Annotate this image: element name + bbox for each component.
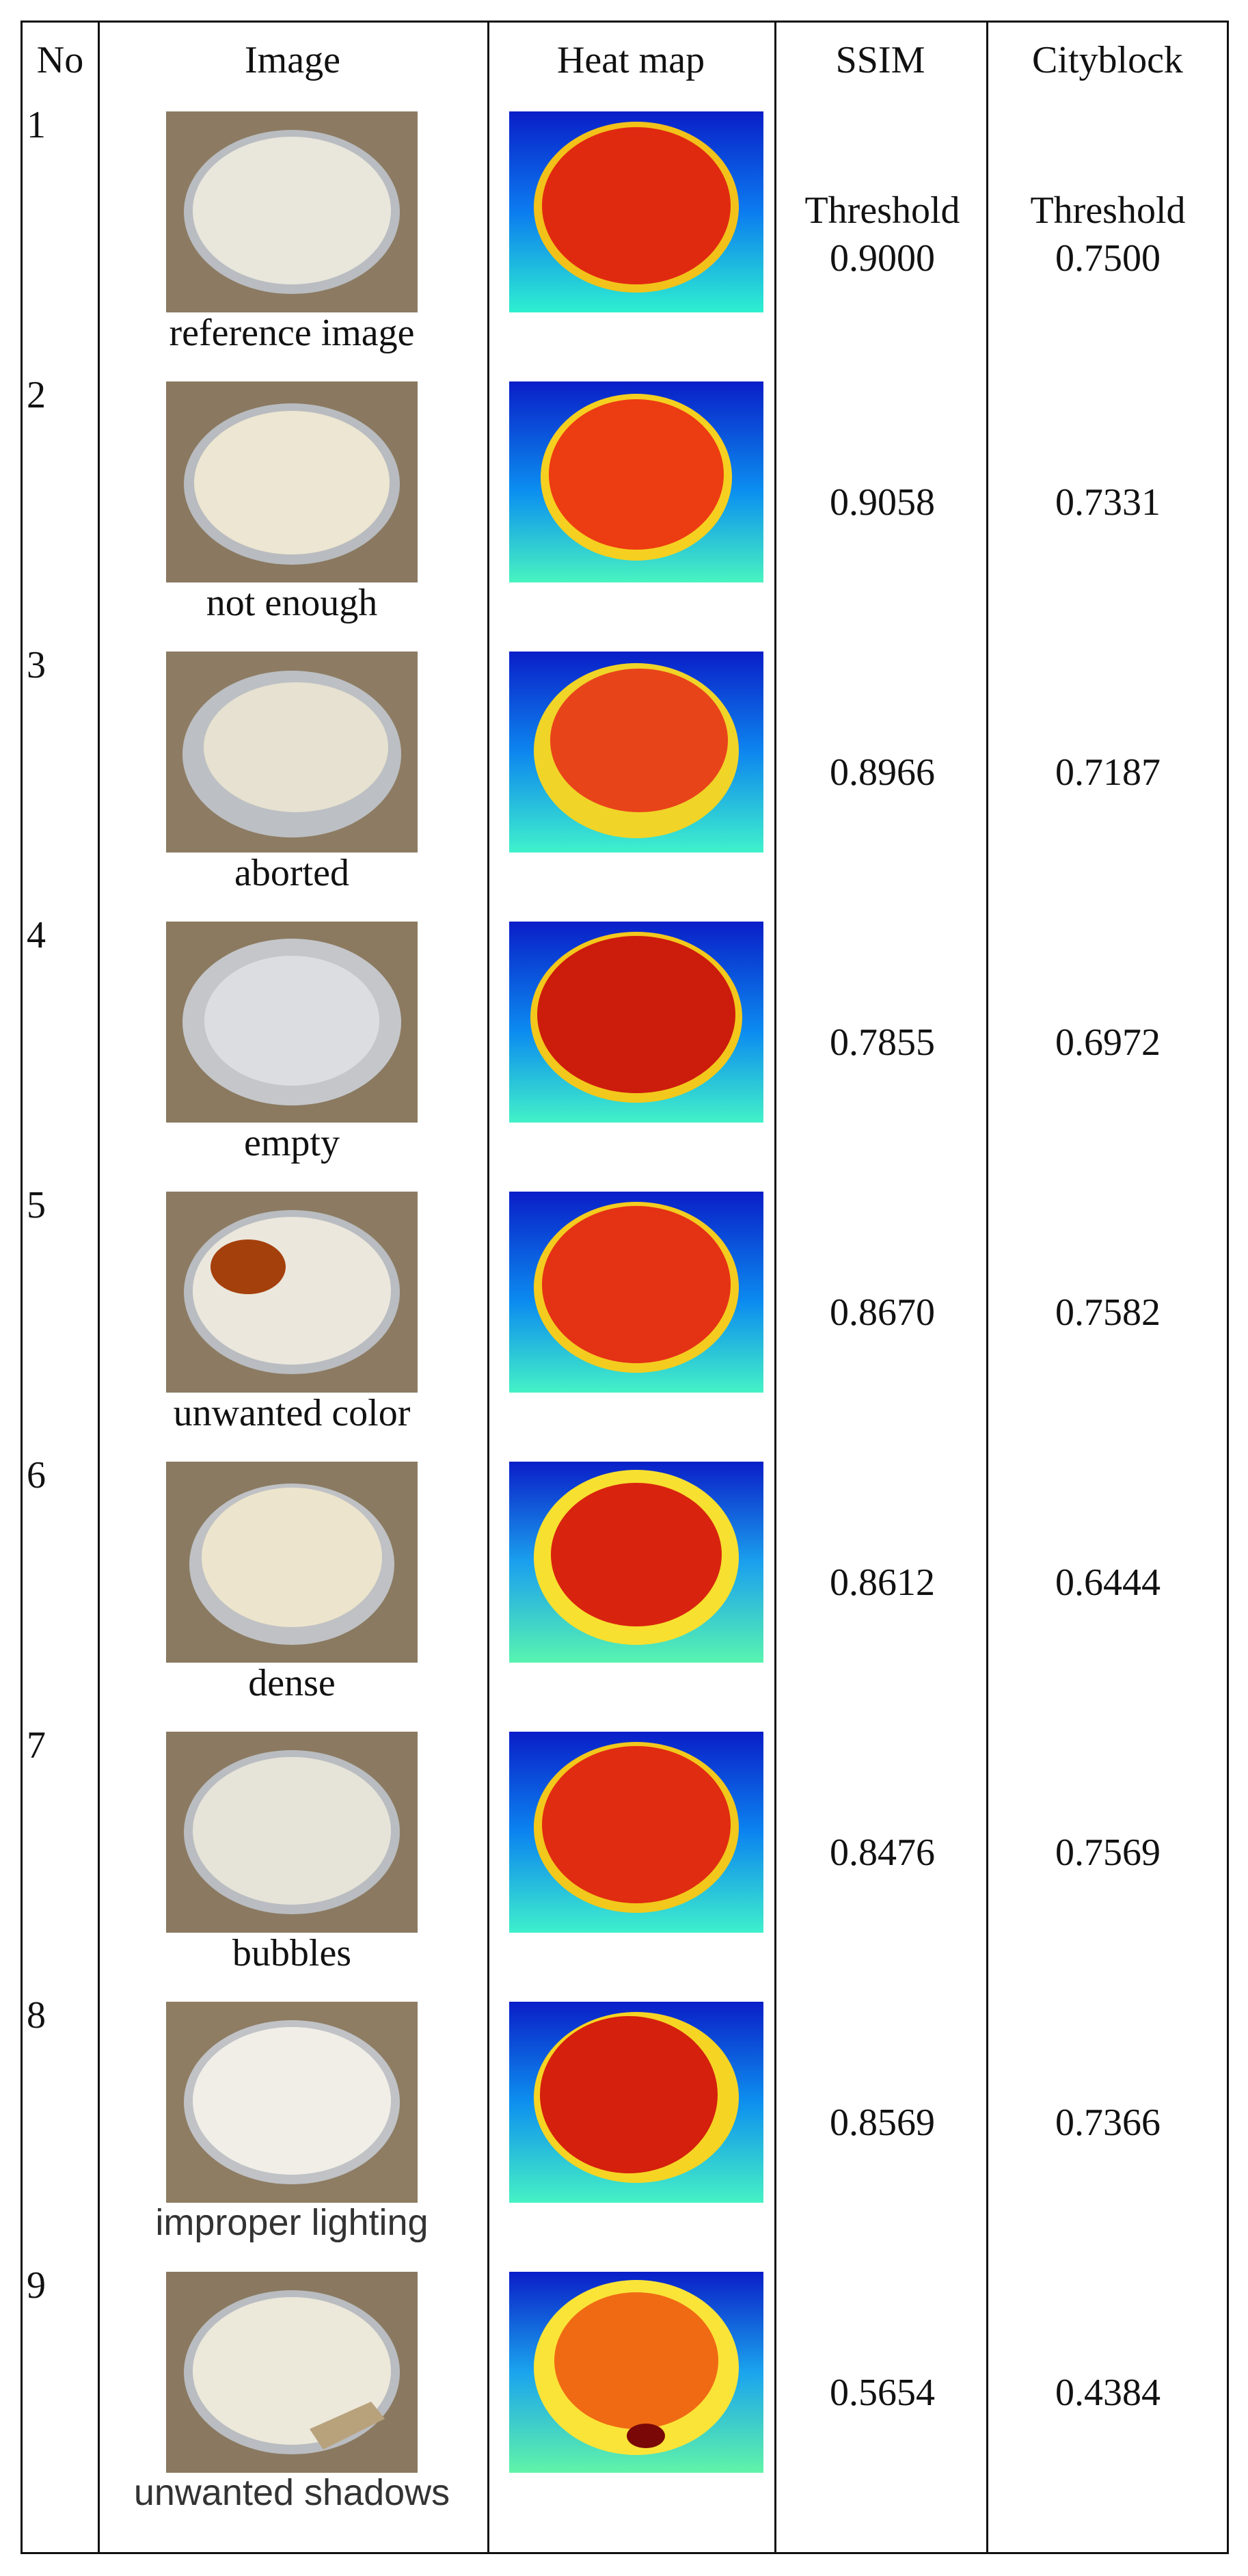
cityblock-value: 0.6444 bbox=[1055, 1561, 1161, 1604]
ssim-value: 0.5654 bbox=[830, 2372, 935, 2414]
heat-map-image bbox=[509, 111, 763, 312]
table-row: 8 improper lighting 0.8569 0.7366 bbox=[23, 1988, 1227, 2258]
ssim-value: 0.8476 bbox=[830, 1832, 935, 1874]
cityblock-threshold: Threshold 0.7500 bbox=[1005, 187, 1210, 282]
column-divider bbox=[774, 23, 776, 2552]
ssim-value: 0.8612 bbox=[830, 1561, 935, 1604]
sample-photo bbox=[166, 2272, 418, 2473]
sample-label: empty bbox=[244, 1122, 340, 1164]
sample-label: bubbles bbox=[232, 1932, 352, 1974]
sample-photo bbox=[166, 2002, 418, 2203]
heat-map-image bbox=[509, 652, 763, 853]
table-row: 3 aborted 0.8966 0.7187 bbox=[23, 638, 1227, 908]
sample-photo bbox=[166, 1732, 418, 1933]
ssim-value: 0.9000 bbox=[830, 237, 935, 280]
table-row: 4 empty 0.7855 0.6972 bbox=[23, 908, 1227, 1178]
sample-photo bbox=[166, 1462, 418, 1663]
sample-label: dense bbox=[248, 1662, 336, 1704]
cityblock-value: 0.7331 bbox=[1055, 481, 1161, 524]
sample-photo bbox=[166, 1192, 418, 1393]
column-divider bbox=[98, 23, 100, 2552]
row-number: 2 bbox=[27, 374, 46, 416]
row-number: 4 bbox=[27, 914, 46, 956]
threshold-word: Threshold bbox=[1030, 189, 1186, 232]
row-number: 1 bbox=[27, 104, 46, 146]
heat-map-image bbox=[509, 1732, 763, 1933]
ssim-value: 0.8966 bbox=[830, 751, 935, 794]
sample-label: not enough bbox=[206, 582, 378, 624]
cityblock-value: 0.7569 bbox=[1055, 1832, 1161, 1874]
sample-photo bbox=[166, 381, 418, 582]
sample-label: aborted bbox=[234, 852, 349, 894]
heat-map-image bbox=[509, 1462, 763, 1663]
column-divider bbox=[487, 23, 489, 2552]
sample-label: improper lighting bbox=[155, 2202, 429, 2243]
header-heatmap: Heat map bbox=[556, 39, 705, 81]
sample-label: unwanted shadows bbox=[133, 2472, 450, 2513]
cityblock-value: 0.4384 bbox=[1055, 2372, 1161, 2414]
ssim-value: 0.8569 bbox=[830, 2102, 935, 2144]
ssim-value: 0.7855 bbox=[830, 1021, 935, 1064]
header-ssim: SSIM bbox=[835, 39, 925, 81]
ssim-threshold: Threshold 0.9000 bbox=[780, 187, 985, 282]
header-cityblock: Cityblock bbox=[1032, 39, 1183, 81]
sample-photo bbox=[166, 652, 418, 853]
heat-map-image bbox=[509, 381, 763, 582]
ssim-value: 0.9058 bbox=[830, 481, 935, 524]
header-image: Image bbox=[245, 39, 340, 81]
heat-map-image bbox=[509, 1192, 763, 1393]
sample-photo bbox=[166, 111, 418, 312]
sample-label: unwanted color bbox=[173, 1392, 411, 1434]
table-row: 5 unwanted color 0.8670 0.7582 bbox=[23, 1178, 1227, 1448]
table-row: 1 reference image Threshold 0.9000 Thresh… bbox=[23, 98, 1227, 368]
heat-map-image bbox=[509, 2272, 763, 2473]
row-number: 6 bbox=[27, 1454, 46, 1497]
results-table: No Image Heat map SSIM Cityblock 1 refer… bbox=[21, 21, 1229, 2554]
cityblock-value: 0.6972 bbox=[1055, 1021, 1161, 1064]
row-number: 5 bbox=[27, 1184, 46, 1226]
sample-photo bbox=[166, 922, 418, 1123]
threshold-word: Threshold bbox=[804, 189, 960, 232]
row-number: 8 bbox=[27, 1994, 46, 2037]
table-row: 2 not enough 0.9058 0.7331 bbox=[23, 368, 1227, 638]
ssim-value: 0.8670 bbox=[830, 1291, 935, 1334]
table-row: 6 dense 0.8612 0.6444 bbox=[23, 1448, 1227, 1718]
row-number: 9 bbox=[27, 2264, 46, 2307]
table-row: 7 bubbles 0.8476 0.7569 bbox=[23, 1718, 1227, 1988]
column-divider bbox=[986, 23, 988, 2552]
cityblock-value: 0.7366 bbox=[1055, 2102, 1161, 2144]
header-no: No bbox=[36, 39, 84, 81]
cityblock-value: 0.7187 bbox=[1055, 751, 1161, 794]
cityblock-value: 0.7500 bbox=[1055, 237, 1161, 280]
cityblock-value: 0.7582 bbox=[1055, 1291, 1161, 1334]
heat-map-image bbox=[509, 2002, 763, 2203]
sample-label: reference image bbox=[169, 312, 415, 354]
table-row: 9 unwanted shadows 0.5654 0.4384 bbox=[23, 2258, 1227, 2528]
row-number: 7 bbox=[27, 1724, 46, 1767]
row-number: 3 bbox=[27, 644, 46, 686]
heat-map-image bbox=[509, 922, 763, 1123]
